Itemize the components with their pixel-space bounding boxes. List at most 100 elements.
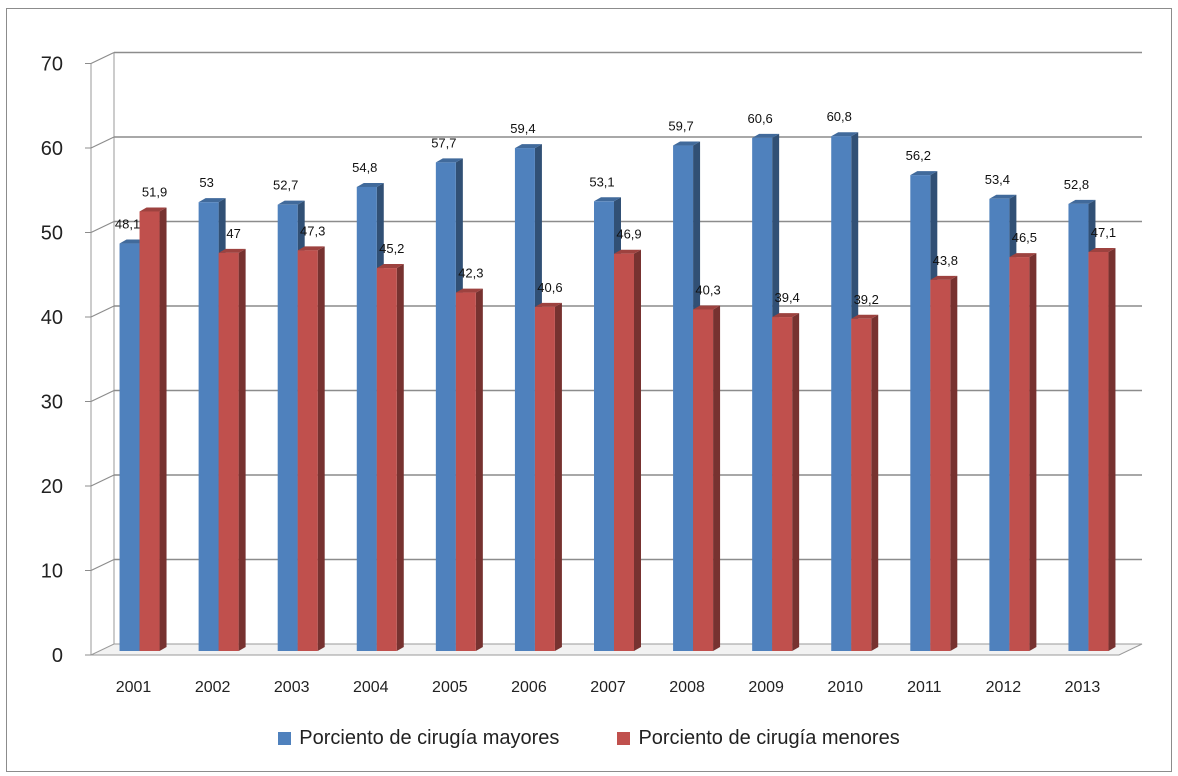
legend-label-mayores: Porciento de cirugía mayores: [299, 727, 560, 749]
data-label: 46,5: [1012, 230, 1037, 245]
x-tick-label: 2011: [907, 679, 942, 696]
bar-top: [198, 198, 226, 203]
y-tick-label: 70: [41, 54, 63, 76]
bar-top: [1009, 253, 1037, 258]
x-axis-ticks: 2001 2002 2003 2004 2005 2006 2007 2008 2009 2010…: [116, 679, 1101, 696]
data-label: 42,3: [458, 266, 483, 281]
y-tick-label: 60: [41, 138, 63, 160]
bar-top: [356, 182, 384, 187]
bar-top: [673, 141, 701, 146]
data-label: 40,6: [537, 280, 562, 295]
x-tick-label: 2013: [1065, 679, 1101, 696]
bar-mayores: [435, 162, 456, 651]
legend-swatch-mayores: [278, 732, 292, 745]
bar-side: [634, 249, 641, 651]
y-tick-label: 50: [41, 223, 63, 245]
data-label: 45,2: [379, 241, 404, 256]
data-label: 60,6: [747, 111, 772, 126]
data-label: 56,2: [906, 148, 931, 163]
data-label: 53,1: [589, 174, 614, 189]
x-tick-label: 2012: [986, 679, 1022, 696]
legend-item-mayores: Porciento de cirugía mayores: [278, 727, 559, 750]
bar-side: [1029, 253, 1037, 651]
bar-menores: [297, 250, 318, 651]
y-tick-label: 0: [52, 645, 63, 667]
bar-side: [871, 314, 879, 651]
bar-top: [752, 133, 780, 138]
bar-side: [396, 264, 404, 651]
bar-top: [514, 144, 542, 149]
gridline-diagonal: [90, 474, 115, 487]
data-label: 51,9: [142, 184, 167, 199]
bar-top: [297, 246, 325, 251]
bar-top: [594, 197, 621, 202]
bar-top: [910, 171, 938, 176]
bars: [119, 132, 1116, 652]
data-label: 39,2: [854, 292, 879, 307]
data-label: 53,4: [985, 172, 1010, 187]
x-tick-label: 2009: [748, 679, 784, 696]
bar-top: [534, 302, 562, 307]
x-tick-label: 2010: [827, 679, 863, 696]
bar-menores: [693, 309, 714, 651]
bar-top: [435, 158, 463, 163]
gridline-diagonal: [90, 305, 115, 318]
bar-menores: [772, 317, 793, 651]
bar-side: [713, 305, 721, 651]
bar-top: [831, 132, 859, 137]
gridline-diagonal: [90, 51, 115, 65]
bar-side: [1108, 248, 1116, 651]
bar-menores: [1009, 257, 1030, 651]
bar-top: [1088, 248, 1116, 253]
bar-top: [851, 314, 879, 319]
bar-side: [317, 246, 325, 651]
legend-swatch-menores: [617, 732, 631, 745]
bar-mayores: [910, 175, 931, 652]
x-tick-label: 2001: [116, 679, 152, 696]
bar-top: [376, 264, 404, 269]
bar-top: [1068, 199, 1096, 204]
legend: Porciento de cirugía mayores Porciento d…: [0, 727, 1178, 750]
data-label: 52,8: [1064, 177, 1089, 192]
gridline-diagonal: [90, 220, 115, 234]
x-tick-label: 2006: [511, 679, 547, 696]
bar-menores: [376, 268, 397, 651]
data-label: 48,1: [115, 217, 140, 232]
data-label: 59,4: [510, 121, 535, 136]
bar-mayores: [277, 204, 298, 651]
bar-mayores: [514, 148, 535, 651]
bar-top: [772, 313, 800, 318]
gridline-diagonal: [90, 136, 115, 149]
x-tick-label: 2003: [274, 679, 310, 696]
bar-top: [930, 275, 958, 280]
bar-top: [455, 288, 483, 293]
data-label: 54,8: [352, 160, 377, 175]
bar-mayores: [752, 137, 773, 651]
bar-mayores: [594, 201, 614, 651]
x-tick-label: 2004: [353, 679, 389, 696]
bar-top: [614, 249, 641, 254]
bar-side: [159, 207, 167, 651]
bar-side: [792, 313, 800, 651]
bar-top: [139, 207, 167, 212]
data-label: 39,4: [774, 290, 799, 305]
bar-mayores: [989, 198, 1010, 651]
data-label: 43,8: [933, 253, 958, 268]
bar-top: [989, 194, 1017, 199]
bar-top: [277, 200, 305, 205]
bar-menores: [851, 318, 872, 651]
bar-side: [475, 288, 483, 651]
bar-menores: [930, 279, 951, 651]
y-tick-label: 20: [41, 476, 63, 498]
x-tick-label: 2008: [669, 679, 705, 696]
bar-mayores: [673, 145, 694, 651]
bar-mayores: [831, 136, 852, 652]
bar-menores: [139, 211, 160, 651]
data-label: 40,3: [695, 282, 720, 297]
x-tick-label: 2002: [195, 679, 231, 696]
bar-menores: [1088, 252, 1109, 651]
data-label: 59,7: [668, 119, 693, 134]
legend-item-menores: Porciento de cirugía menores: [617, 727, 900, 750]
data-labels: 48,1 51,9 53 47 52,7 47,3 54,8 45,2 57,7 42,3 59,4…: [115, 109, 1116, 307]
bar-mayores: [119, 243, 140, 651]
